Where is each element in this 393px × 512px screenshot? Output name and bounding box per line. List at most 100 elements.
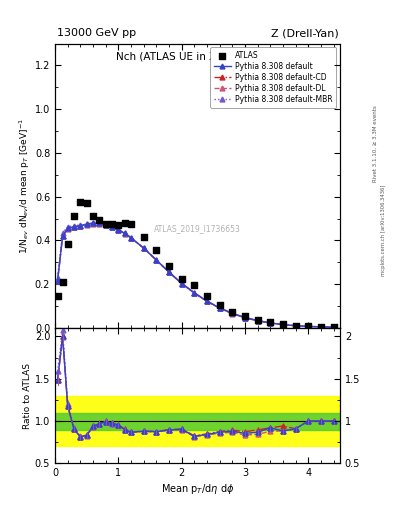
ATLAS xyxy=(217,301,223,309)
ATLAS xyxy=(280,320,286,328)
Pythia 8.308 default-CD xyxy=(281,322,285,328)
Pythia 8.308 default xyxy=(306,323,310,329)
Pythia 8.308 default xyxy=(103,222,108,228)
Pythia 8.308 default-MBR xyxy=(331,324,336,330)
ATLAS xyxy=(54,292,61,301)
Pythia 8.308 default xyxy=(84,221,89,227)
Pythia 8.308 default-CD xyxy=(141,245,146,251)
Pythia 8.308 default-CD xyxy=(192,290,196,296)
Pythia 8.308 default-MBR xyxy=(103,222,108,228)
Pythia 8.308 default-CD xyxy=(97,220,102,226)
ATLAS xyxy=(318,323,324,331)
Pythia 8.308 default-MBR xyxy=(167,269,171,275)
Pythia 8.308 default-MBR xyxy=(192,290,196,296)
Pythia 8.308 default-MBR xyxy=(281,322,285,328)
Line: Pythia 8.308 default-MBR: Pythia 8.308 default-MBR xyxy=(55,221,336,330)
ATLAS xyxy=(267,318,274,327)
Pythia 8.308 default-CD xyxy=(167,269,171,275)
Pythia 8.308 default-MBR xyxy=(55,274,60,281)
Text: Z (Drell-Yan): Z (Drell-Yan) xyxy=(271,28,339,38)
Pythia 8.308 default-MBR xyxy=(319,324,323,330)
Pythia 8.308 default-CD xyxy=(293,323,298,329)
Pythia 8.308 default-DL xyxy=(60,233,65,240)
ATLAS xyxy=(96,216,103,224)
ATLAS xyxy=(292,322,299,330)
Pythia 8.308 default-DL xyxy=(72,224,76,230)
ATLAS xyxy=(178,274,185,283)
Pythia 8.308 default-MBR xyxy=(230,310,235,316)
Pythia 8.308 default-MBR xyxy=(205,298,209,304)
Pythia 8.308 default-DL xyxy=(55,278,60,284)
ATLAS xyxy=(141,233,147,241)
Pythia 8.308 default-CD xyxy=(230,310,235,316)
Text: 13000 GeV pp: 13000 GeV pp xyxy=(57,28,136,38)
Pythia 8.308 default-DL xyxy=(242,315,247,321)
Pythia 8.308 default-DL xyxy=(179,281,184,287)
Pythia 8.308 default-DL xyxy=(230,311,235,317)
Pythia 8.308 default-CD xyxy=(84,221,89,227)
ATLAS xyxy=(191,281,197,289)
Pythia 8.308 default-CD xyxy=(179,280,184,286)
ATLAS xyxy=(242,312,248,320)
Pythia 8.308 default xyxy=(217,305,222,311)
Pythia 8.308 default-MBR xyxy=(60,230,65,236)
Pythia 8.308 default-CD xyxy=(154,257,159,263)
ATLAS xyxy=(166,262,172,270)
Pythia 8.308 default-CD xyxy=(255,317,260,324)
Pythia 8.308 default xyxy=(110,224,114,230)
ATLAS xyxy=(59,278,66,286)
ATLAS xyxy=(204,292,210,301)
Pythia 8.308 default-CD xyxy=(306,323,310,329)
Pythia 8.308 default xyxy=(205,298,209,304)
Pythia 8.308 default-CD xyxy=(110,224,114,230)
Pythia 8.308 default xyxy=(154,257,159,263)
Pythia 8.308 default-MBR xyxy=(217,305,222,311)
Pythia 8.308 default-MBR xyxy=(65,224,70,230)
Pythia 8.308 default xyxy=(97,220,102,226)
Pythia 8.308 default xyxy=(255,317,260,324)
Pythia 8.308 default-DL xyxy=(167,269,171,275)
Pythia 8.308 default-CD xyxy=(129,234,133,241)
Line: Pythia 8.308 default-CD: Pythia 8.308 default-CD xyxy=(55,221,336,330)
Pythia 8.308 default-MBR xyxy=(91,220,95,226)
Pythia 8.308 default-MBR xyxy=(129,234,133,241)
Pythia 8.308 default-DL xyxy=(293,323,298,329)
Pythia 8.308 default-DL xyxy=(268,320,273,326)
Pythia 8.308 default-DL xyxy=(122,230,127,237)
Pythia 8.308 default-CD xyxy=(205,298,209,304)
Pythia 8.308 default xyxy=(331,324,336,330)
Pythia 8.308 default-MBR xyxy=(116,227,121,233)
Pythia 8.308 default-DL xyxy=(65,226,70,232)
Text: mcplots.cern.ch [arXiv:1306.3436]: mcplots.cern.ch [arXiv:1306.3436] xyxy=(381,185,386,276)
Pythia 8.308 default-MBR xyxy=(242,314,247,321)
Pythia 8.308 default xyxy=(78,223,83,229)
Pythia 8.308 default-DL xyxy=(192,290,196,296)
Pythia 8.308 default-MBR xyxy=(110,224,114,230)
Pythia 8.308 default xyxy=(72,224,76,230)
ATLAS xyxy=(115,221,121,229)
ATLAS xyxy=(121,219,128,227)
Pythia 8.308 default-CD xyxy=(268,320,273,326)
Pythia 8.308 default xyxy=(319,324,323,330)
Pythia 8.308 default-CD xyxy=(55,278,60,284)
Pythia 8.308 default-CD xyxy=(78,223,83,229)
Pythia 8.308 default-CD xyxy=(242,314,247,321)
ATLAS xyxy=(103,220,109,228)
Pythia 8.308 default-MBR xyxy=(78,222,83,228)
Pythia 8.308 default-MBR xyxy=(141,245,146,251)
Pythia 8.308 default-DL xyxy=(205,298,209,305)
Pythia 8.308 default-DL xyxy=(217,305,222,311)
Pythia 8.308 default-MBR xyxy=(306,323,310,329)
Pythia 8.308 default-MBR xyxy=(97,220,102,226)
Pythia 8.308 default-MBR xyxy=(255,317,260,324)
Text: Nch (ATLAS UE in Z production): Nch (ATLAS UE in Z production) xyxy=(116,52,279,62)
Pythia 8.308 default xyxy=(55,278,60,284)
Pythia 8.308 default xyxy=(268,320,273,326)
Pythia 8.308 default-DL xyxy=(141,245,146,251)
Pythia 8.308 default-MBR xyxy=(122,230,127,237)
Pythia 8.308 default xyxy=(230,310,235,316)
Pythia 8.308 default-DL xyxy=(91,221,95,227)
Pythia 8.308 default xyxy=(129,234,133,241)
Pythia 8.308 default xyxy=(242,314,247,321)
Pythia 8.308 default-DL xyxy=(84,222,89,228)
